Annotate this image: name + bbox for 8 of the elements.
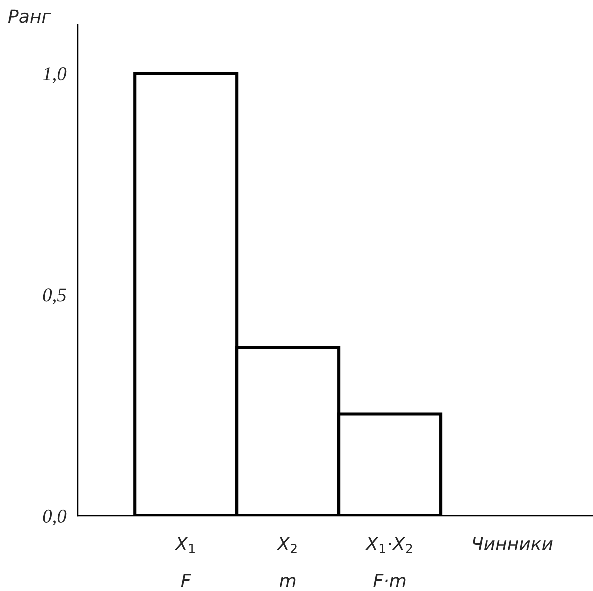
y-tick-label: 0,5 — [43, 288, 66, 305]
category-label: X$_{1}$ F — [174, 537, 195, 588]
x-axis-title: Чинники — [473, 537, 553, 550]
y-tick-label: 0,0 — [43, 510, 67, 526]
category-label: X$_{1}$·X$_{2}$ F·m — [365, 537, 412, 588]
category-label: X$_{2}$ m — [276, 537, 297, 588]
y-axis-title: Ранг — [8, 10, 52, 24]
y-tick-label: 1,0 — [43, 67, 67, 84]
